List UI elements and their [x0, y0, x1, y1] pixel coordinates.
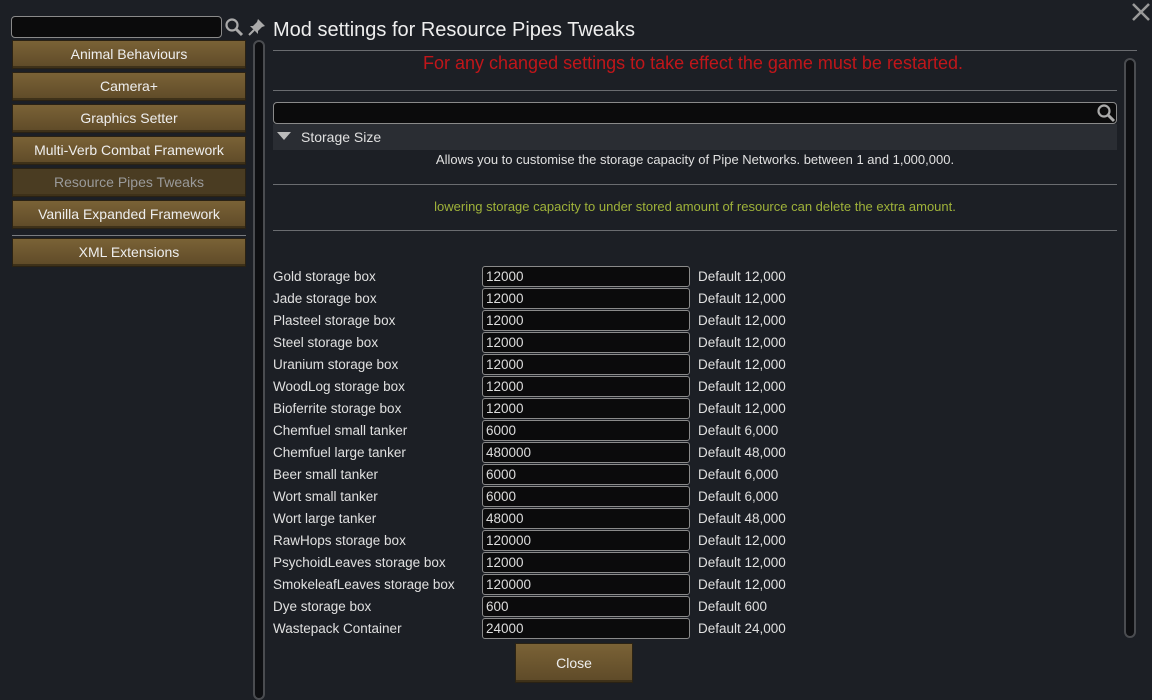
close-button[interactable]: Close — [515, 643, 633, 683]
setting-value-input[interactable] — [482, 464, 690, 485]
setting-label: Dye storage box — [273, 599, 372, 614]
setting-value-input[interactable] — [482, 376, 690, 397]
setting-row: WoodLog storage box Default 12,000 — [273, 376, 833, 398]
setting-default: Default 12,000 — [698, 379, 786, 394]
divider — [273, 230, 1117, 231]
setting-value-input[interactable] — [482, 442, 690, 463]
setting-default: Default 12,000 — [698, 269, 786, 284]
divider — [273, 50, 1137, 51]
setting-default: Default 12,000 — [698, 533, 786, 548]
setting-label: PsychoidLeaves storage box — [273, 555, 446, 570]
setting-default: Default 12,000 — [698, 335, 786, 350]
setting-label: RawHops storage box — [273, 533, 406, 548]
setting-label: WoodLog storage box — [273, 379, 405, 394]
setting-default: Default 12,000 — [698, 401, 786, 416]
setting-row: Chemfuel large tanker Default 48,000 — [273, 442, 833, 464]
setting-value-input[interactable] — [482, 552, 690, 573]
sidebar-scrollbar[interactable] — [253, 40, 265, 700]
search-icon[interactable] — [1096, 103, 1116, 123]
setting-row: SmokeleafLeaves storage box Default 12,00… — [273, 574, 833, 596]
setting-label: Bioferrite storage box — [273, 401, 402, 416]
setting-value-input[interactable] — [482, 266, 690, 287]
settings-scrollbar[interactable] — [1124, 58, 1136, 638]
setting-label: Chemfuel large tanker — [273, 445, 406, 460]
section-header-storage-size[interactable]: Storage Size — [273, 124, 1117, 150]
setting-value-input[interactable] — [482, 508, 690, 529]
setting-value-input[interactable] — [482, 486, 690, 507]
setting-default: Default 6,000 — [698, 467, 779, 482]
setting-default: Default 6,000 — [698, 423, 779, 438]
setting-default: Default 6,000 — [698, 489, 779, 504]
mod-item[interactable]: Graphics Setter — [12, 104, 246, 133]
setting-row: RawHops storage box Default 12,000 — [273, 530, 833, 552]
setting-row: Bioferrite storage box Default 12,000 — [273, 398, 833, 420]
setting-label: Uranium storage box — [273, 357, 399, 372]
divider — [273, 90, 1117, 91]
setting-default: Default 48,000 — [698, 445, 786, 460]
setting-value-input[interactable] — [482, 420, 690, 441]
restart-warning: For any changed settings to take effect … — [423, 53, 963, 73]
setting-row: Wort large tanker Default 48,000 — [273, 508, 833, 530]
setting-row: Uranium storage box Default 12,000 — [273, 354, 833, 376]
section-note: lowering storage capacity to under store… — [434, 199, 956, 214]
setting-label: Plasteel storage box — [273, 313, 396, 328]
setting-value-input[interactable] — [482, 574, 690, 595]
setting-label: Chemfuel small tanker — [273, 423, 408, 438]
pin-icon[interactable] — [247, 17, 267, 37]
setting-default: Default 12,000 — [698, 291, 786, 306]
setting-default: Default 12,000 — [698, 555, 786, 570]
setting-label: Jade storage box — [273, 291, 377, 306]
setting-label: Gold storage box — [273, 269, 376, 284]
section-description: Allows you to customise the storage capa… — [435, 152, 955, 167]
close-icon[interactable] — [1131, 2, 1151, 22]
setting-row: Gold storage box Default 12,000 — [273, 266, 833, 288]
setting-label: Wort small tanker — [273, 489, 378, 504]
mod-item[interactable]: Resource Pipes Tweaks — [12, 168, 246, 197]
setting-label: Beer small tanker — [273, 467, 379, 482]
setting-row: Dye storage box Default 600 — [273, 596, 833, 618]
mod-search-input[interactable] — [11, 16, 222, 38]
divider — [273, 184, 1117, 185]
setting-row: Jade storage box Default 12,000 — [273, 288, 833, 310]
setting-value-input[interactable] — [482, 288, 690, 309]
page-title: Mod settings for Resource Pipes Tweaks — [273, 19, 636, 41]
setting-row: PsychoidLeaves storage box Default 12,000 — [273, 552, 833, 574]
setting-value-input[interactable] — [482, 332, 690, 353]
setting-label: SmokeleafLeaves storage box — [273, 577, 455, 592]
setting-label: Wastepack Container — [273, 621, 402, 636]
triangle-down-icon — [277, 132, 291, 140]
setting-default: Default 12,000 — [698, 577, 786, 592]
setting-value-input[interactable] — [482, 310, 690, 331]
setting-row: Plasteel storage box Default 12,000 — [273, 310, 833, 332]
setting-label: Steel storage box — [273, 335, 379, 350]
setting-default: Default 48,000 — [698, 511, 786, 526]
section-title: Storage Size — [301, 129, 382, 145]
setting-row: Chemfuel small tanker Default 6,000 — [273, 420, 833, 442]
setting-row: Wastepack Container Default 24,000 — [273, 618, 833, 640]
setting-default: Default 600 — [698, 599, 768, 614]
setting-row: Steel storage box Default 12,000 — [273, 332, 833, 354]
setting-value-input[interactable] — [482, 354, 690, 375]
mod-item[interactable]: Animal Behaviours — [12, 40, 246, 69]
mod-item[interactable]: XML Extensions — [12, 238, 246, 267]
setting-value-input[interactable] — [482, 398, 690, 419]
mod-item[interactable]: Multi-Verb Combat Framework — [12, 136, 246, 165]
setting-value-input[interactable] — [482, 596, 690, 617]
mod-item[interactable]: Vanilla Expanded Framework — [12, 200, 246, 229]
search-icon[interactable] — [224, 17, 244, 37]
divider — [12, 235, 246, 236]
setting-default: Default 12,000 — [698, 313, 786, 328]
setting-value-input[interactable] — [482, 618, 690, 639]
setting-row: Wort small tanker Default 6,000 — [273, 486, 833, 508]
mod-item[interactable]: Camera+ — [12, 72, 246, 101]
setting-default: Default 24,000 — [698, 621, 786, 636]
settings-search-input[interactable] — [273, 102, 1117, 124]
setting-default: Default 12,000 — [698, 357, 786, 372]
setting-row: Beer small tanker Default 6,000 — [273, 464, 833, 486]
setting-label: Wort large tanker — [273, 511, 377, 526]
setting-value-input[interactable] — [482, 530, 690, 551]
